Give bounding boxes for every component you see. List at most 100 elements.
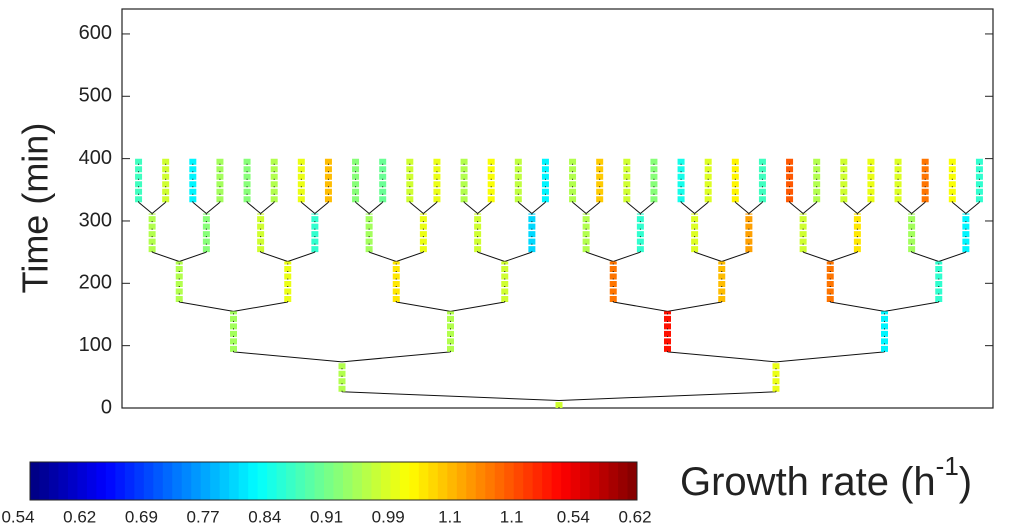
colorbar-swatch: [210, 462, 221, 500]
colorbar-swatch: [504, 462, 515, 500]
colorbar-swatch: [105, 462, 116, 500]
branch: [179, 301, 234, 312]
branch: [911, 201, 926, 214]
branch: [287, 251, 316, 262]
branch: [667, 301, 722, 312]
branch: [368, 201, 384, 214]
colorbar-tick-label: 0.91: [310, 507, 343, 526]
branch: [409, 201, 424, 214]
colorbar-swatch: [153, 462, 164, 500]
colorbar-swatch: [371, 462, 382, 500]
colorbar-swatch: [599, 462, 610, 500]
branch: [477, 251, 505, 262]
branch: [517, 201, 533, 214]
branch: [314, 201, 329, 214]
branch: [911, 251, 939, 262]
colorbar-tick-label: 1.1: [500, 507, 524, 526]
branch: [233, 351, 343, 363]
y-axis-title: Time (min): [15, 123, 56, 294]
branch: [192, 201, 207, 214]
plot-frame: [121, 8, 994, 409]
branch: [572, 201, 587, 214]
colorbar-swatch: [219, 462, 230, 500]
branch: [206, 201, 221, 214]
colorbar-swatch: [115, 462, 126, 500]
branch: [802, 201, 818, 214]
branch: [626, 201, 641, 214]
branch: [151, 251, 180, 262]
colorbar-swatch: [390, 462, 401, 500]
branch: [450, 301, 505, 312]
colorbar-swatch: [447, 462, 458, 500]
branch: [341, 391, 560, 402]
colorbar-tick-label: 0.62: [63, 507, 96, 526]
branch: [355, 201, 370, 214]
colorbar-swatch: [532, 462, 543, 500]
colorbar-swatch: [77, 462, 88, 500]
colorbar-swatch: [523, 462, 534, 500]
branch: [260, 251, 288, 262]
colorbar-swatch: [324, 462, 334, 500]
colorbar-swatch: [608, 462, 619, 500]
colorbar-tick-label: 0.54: [557, 507, 590, 526]
colorbar-tick-label: 0.62: [618, 507, 651, 526]
y-tick-label: 200: [79, 272, 112, 294]
colorbar-swatch: [570, 462, 581, 500]
y-tick-label: 100: [79, 334, 112, 356]
y-tick-label: 0: [101, 396, 112, 418]
colorbar-swatch: [627, 462, 638, 500]
colorbar-swatch: [561, 462, 572, 500]
colorbar-swatch: [542, 462, 553, 500]
colorbar: 0.54 0.62 0.69 0.77 0.84 0.91 0.99 1.1 1.1 0.54 0.…: [1, 461, 652, 526]
branch: [789, 201, 804, 214]
branch: [694, 251, 722, 262]
branch: [613, 301, 668, 312]
branch: [694, 201, 709, 214]
colorbar-tick-label: 0.84: [248, 507, 281, 526]
colorbar-swatch: [257, 462, 268, 500]
colorbar-swatch: [30, 462, 40, 500]
branch: [585, 251, 614, 262]
colorbar-swatch: [229, 462, 240, 500]
branch: [613, 251, 641, 262]
colorbar-swatch: [551, 462, 562, 500]
branch: [179, 251, 207, 262]
colorbar-swatch: [409, 462, 420, 500]
colorbar-tick-label: 0.54: [1, 507, 34, 526]
colorbar-label-text: Growth rate (h: [680, 460, 936, 504]
colorbar-swatch: [513, 462, 524, 500]
colorbar-swatch: [86, 462, 97, 500]
colorbar-swatch: [456, 462, 467, 500]
colorbar-tick-label: 0.69: [125, 507, 158, 526]
colorbar-swatch: [494, 462, 505, 500]
colorbar-swatch: [276, 462, 287, 500]
colorbar-frame: [29, 461, 638, 501]
y-tick-label: 600: [79, 22, 112, 44]
colorbar-swatch: [162, 462, 173, 500]
branch: [504, 251, 533, 262]
branch: [423, 201, 438, 214]
colorbar-swatch: [475, 462, 486, 500]
branch: [151, 201, 167, 214]
colorbar-tick-label: 0.77: [187, 507, 220, 526]
branch: [667, 351, 777, 363]
branch: [368, 251, 397, 262]
colorbar-swatch: [96, 462, 107, 500]
branch: [830, 301, 885, 312]
branch: [531, 201, 546, 214]
y-tick-label: 500: [79, 85, 112, 107]
branch: [585, 201, 601, 214]
colorbar-swatch: [314, 462, 325, 500]
colorbar-swatch: [58, 462, 69, 500]
branch: [680, 201, 695, 214]
branch: [463, 201, 478, 214]
colorbar-swatch: [333, 462, 344, 500]
colorbar-swatch: [485, 462, 496, 500]
branch: [965, 201, 980, 214]
colorbar-swatch: [580, 462, 591, 500]
branch: [558, 391, 777, 402]
colorbar-swatch: [352, 462, 363, 500]
colorbar-swatch: [181, 462, 192, 500]
branch: [721, 251, 750, 262]
branch: [938, 251, 967, 262]
